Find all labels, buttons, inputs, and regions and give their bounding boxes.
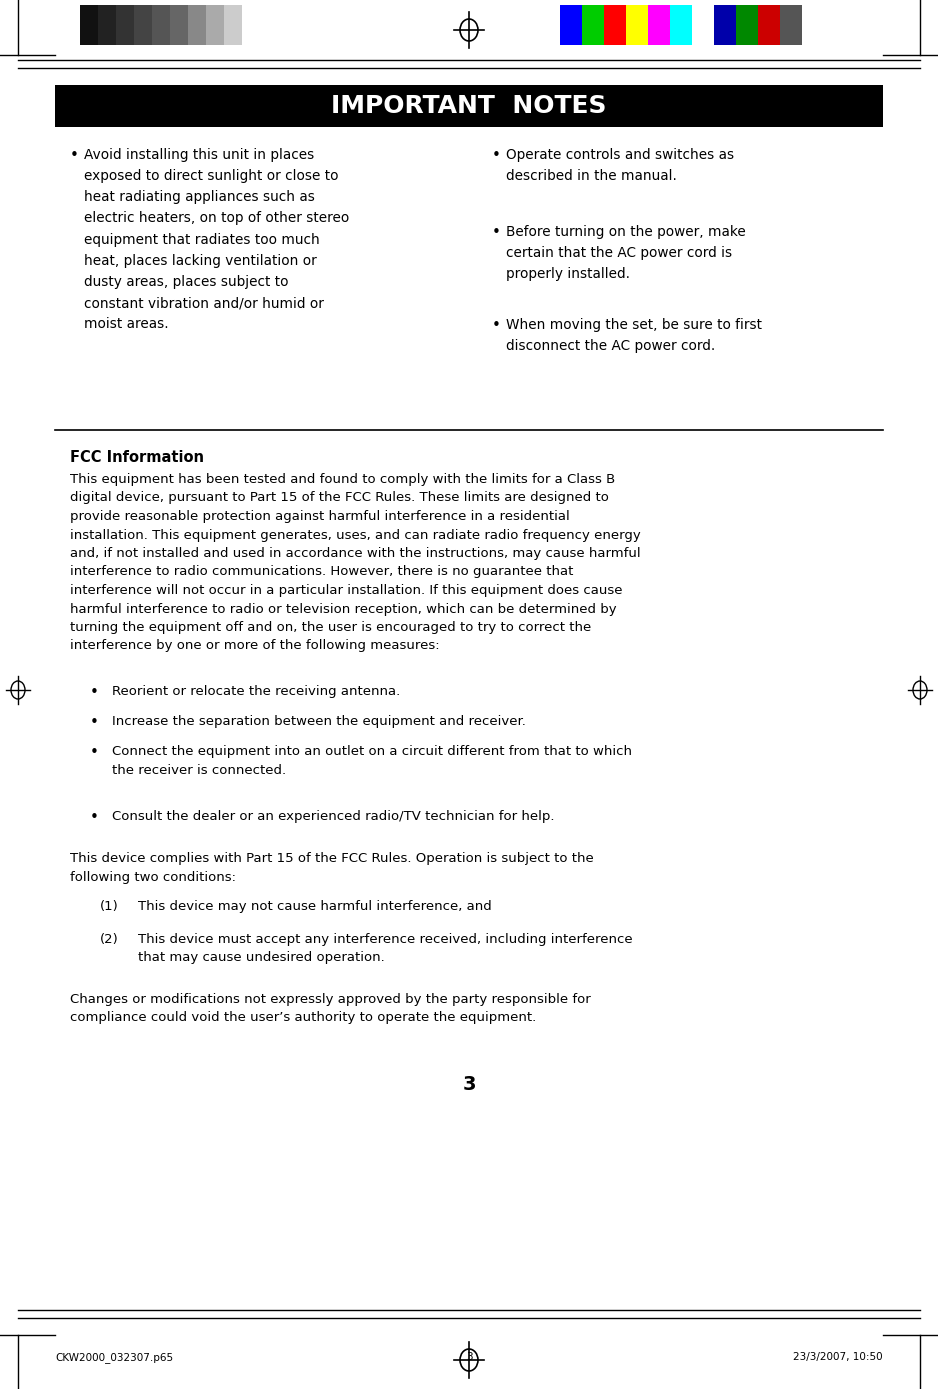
Bar (780, 6, 802, 44)
Text: This device complies with Part 15 of the FCC Rules. Operation is subject to the
: This device complies with Part 15 of the… (70, 851, 594, 883)
Bar (224, 6, 242, 44)
Text: •: • (70, 149, 79, 163)
Text: CKW2000_032307.p65: CKW2000_032307.p65 (55, 1351, 174, 1363)
Bar (758, 6, 780, 44)
Bar (80, 6, 98, 44)
Bar (55, 85, 883, 126)
Text: This device must accept any interference received, including interference
that m: This device must accept any interference… (138, 933, 632, 964)
Text: IMPORTANT  NOTES: IMPORTANT NOTES (331, 94, 607, 118)
Text: •: • (90, 810, 98, 825)
Text: 3: 3 (462, 1075, 476, 1095)
Bar (560, 6, 582, 44)
Text: 23/3/2007, 10:50: 23/3/2007, 10:50 (794, 1351, 883, 1363)
Text: •: • (90, 745, 98, 760)
Bar (134, 6, 152, 44)
Text: Before turning on the power, make
certain that the AC power cord is
properly ins: Before turning on the power, make certai… (506, 225, 746, 282)
Text: (1): (1) (100, 900, 119, 913)
Bar (736, 6, 758, 44)
Text: This device may not cause harmful interference, and: This device may not cause harmful interf… (138, 900, 492, 913)
Text: •: • (90, 685, 98, 700)
Bar (692, 6, 714, 44)
Bar (98, 6, 116, 44)
Text: Consult the dealer or an experienced radio/TV technician for help.: Consult the dealer or an experienced rad… (112, 810, 554, 824)
Text: When moving the set, be sure to first
disconnect the AC power cord.: When moving the set, be sure to first di… (506, 318, 762, 353)
Bar (714, 6, 736, 44)
Text: (2): (2) (100, 933, 119, 946)
Text: Increase the separation between the equipment and receiver.: Increase the separation between the equi… (112, 715, 526, 728)
Text: Reorient or relocate the receiving antenna.: Reorient or relocate the receiving anten… (112, 685, 401, 699)
Text: •: • (492, 225, 501, 240)
Text: •: • (90, 715, 98, 731)
Bar (626, 6, 648, 44)
Text: 3: 3 (465, 1351, 473, 1363)
Bar (116, 6, 134, 44)
Text: •: • (492, 318, 501, 333)
Bar (648, 6, 670, 44)
Text: Connect the equipment into an outlet on a circuit different from that to which
t: Connect the equipment into an outlet on … (112, 745, 632, 776)
Bar (206, 6, 224, 44)
Text: •: • (492, 149, 501, 163)
Text: Operate controls and switches as
described in the manual.: Operate controls and switches as describ… (506, 149, 734, 183)
Text: Changes or modifications not expressly approved by the party responsible for
com: Changes or modifications not expressly a… (70, 993, 591, 1025)
Bar (242, 6, 260, 44)
Text: Avoid installing this unit in places
exposed to direct sunlight or close to
heat: Avoid installing this unit in places exp… (84, 149, 349, 331)
Text: This equipment has been tested and found to comply with the limits for a Class B: This equipment has been tested and found… (70, 474, 641, 653)
Bar (170, 6, 188, 44)
Bar (670, 6, 692, 44)
Bar (582, 6, 604, 44)
Bar (152, 6, 170, 44)
Bar (604, 6, 626, 44)
Text: FCC Information: FCC Information (70, 450, 204, 465)
Bar (188, 6, 206, 44)
